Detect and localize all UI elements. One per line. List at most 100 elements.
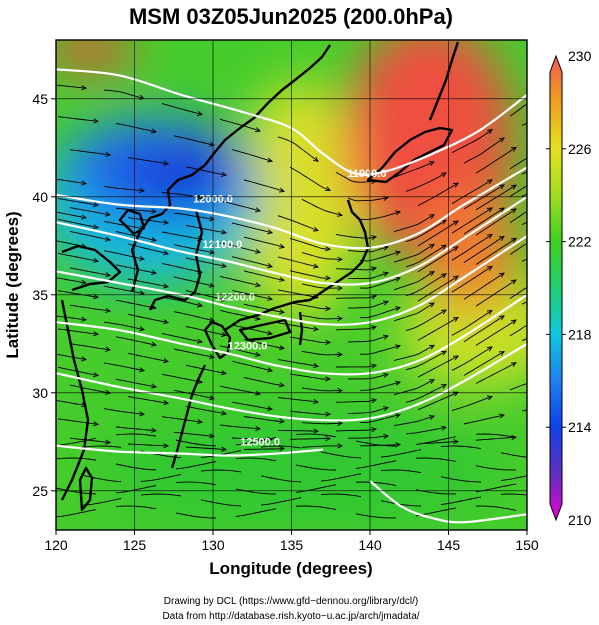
wind-streamline <box>289 302 331 310</box>
wind-arrowhead <box>486 395 493 401</box>
wind-streamline <box>235 457 277 462</box>
wind-streamline <box>380 449 422 458</box>
wind-streamline <box>57 328 99 335</box>
wind-arrowhead <box>394 306 401 312</box>
wind-arrowhead <box>220 171 228 177</box>
wind-arrowhead <box>197 302 203 308</box>
wind-streamline <box>69 149 111 156</box>
wind-streamline <box>320 493 362 498</box>
wind-arrowhead <box>498 235 505 241</box>
wind-arrowhead <box>371 266 378 272</box>
wind-arrowhead <box>221 331 228 337</box>
wind-streamline <box>127 157 169 165</box>
wind-arrowhead <box>151 304 158 310</box>
wind-streamline <box>161 103 203 115</box>
wind-streamline <box>301 198 343 216</box>
wind-streamline <box>277 136 319 162</box>
wind-arrowhead <box>209 282 216 288</box>
wind-streamline <box>335 399 377 403</box>
wind-arrowhead <box>370 398 377 404</box>
wind-streamline <box>173 135 215 146</box>
wind-streamline <box>231 324 273 335</box>
wind-arrowhead <box>255 351 262 357</box>
wind-arrowhead <box>267 436 274 442</box>
height-contour-4 <box>56 293 527 376</box>
wind-streamline <box>243 377 285 387</box>
wind-streamline <box>175 481 217 486</box>
wind-streamline <box>115 299 157 309</box>
wind-arrowhead <box>197 110 204 116</box>
wind-streamline <box>359 345 401 355</box>
wind-streamline <box>185 166 227 176</box>
wind-arrowhead <box>313 263 320 269</box>
wind-arrowhead <box>546 184 551 188</box>
wind-streamline <box>475 279 517 307</box>
wind-arrowhead <box>267 330 274 336</box>
wind-arrowhead <box>220 263 228 269</box>
credit-line-1: Drawing by DCL (https://www.gfd−dennou.o… <box>164 596 418 607</box>
wind-arrowhead <box>209 433 216 439</box>
wind-streamline <box>335 295 377 299</box>
x-tick-label: 145 <box>437 537 461 553</box>
wind-arrowhead <box>81 180 88 186</box>
wind-arrowhead <box>197 419 204 425</box>
gridlines <box>56 40 527 530</box>
wind-streamline <box>56 211 87 219</box>
wind-streamline <box>393 344 435 362</box>
wind-streamline <box>289 410 331 415</box>
wind-streamline <box>335 326 377 331</box>
wind-arrowhead <box>209 249 216 255</box>
wind-arrowhead <box>498 350 505 356</box>
wind-streamline <box>200 469 242 473</box>
wind-streamline <box>231 256 273 268</box>
wind-arrowhead <box>440 172 447 178</box>
x-tick-label: 120 <box>44 537 68 553</box>
wind-streamline <box>103 89 145 99</box>
wind-arrowhead <box>570 176 575 180</box>
wind-arrowhead <box>255 248 262 254</box>
wind-arrowhead <box>337 351 344 358</box>
wind-streamline <box>359 381 401 391</box>
wind-streamline <box>347 301 389 309</box>
wind-arrowhead <box>313 428 320 434</box>
wind-streamline <box>393 214 435 233</box>
wind-arrowhead <box>440 273 447 279</box>
wind-streamline <box>127 443 169 447</box>
wind-streamline <box>405 426 447 435</box>
wind-arrowhead <box>81 85 88 91</box>
wind-streamline <box>295 433 337 438</box>
wind-arrowhead <box>151 208 158 214</box>
x-tick-label: 125 <box>123 537 147 553</box>
wind-arrowhead <box>453 439 460 445</box>
wind-streamline <box>301 422 343 425</box>
wind-arrowhead <box>395 442 402 448</box>
wind-arrowhead <box>151 237 158 243</box>
wind-streamline <box>219 118 261 132</box>
wind-streamline <box>451 129 493 153</box>
wind-arrowhead <box>337 443 344 449</box>
wind-streamline <box>56 400 87 406</box>
y-tick-label: 35 <box>32 287 48 303</box>
wind-arrowhead <box>546 102 551 106</box>
wind-arrowhead <box>440 244 447 250</box>
wind-arrowhead <box>163 160 170 166</box>
wind-streamline <box>56 437 97 446</box>
wind-arrowhead <box>570 271 575 275</box>
colorbar-tick-label: 214 <box>568 419 592 435</box>
wind-arrowhead <box>255 390 262 396</box>
wind-streamline <box>173 311 215 322</box>
wind-streamline <box>335 234 377 239</box>
wind-arrowhead <box>279 243 285 249</box>
wind-streamline <box>103 185 145 192</box>
wind-arrowhead <box>452 246 459 252</box>
colorbar-tick-label: 226 <box>568 141 592 157</box>
wind-streamline <box>235 508 277 517</box>
wind-streamline <box>359 306 401 319</box>
wind-streamline <box>127 243 169 255</box>
wind-arrowhead <box>324 186 331 192</box>
wind-arrowhead <box>221 410 228 416</box>
wind-arrowhead <box>498 315 505 321</box>
wind-streamline <box>115 485 157 494</box>
contour-label: 12200.0 <box>215 292 255 304</box>
